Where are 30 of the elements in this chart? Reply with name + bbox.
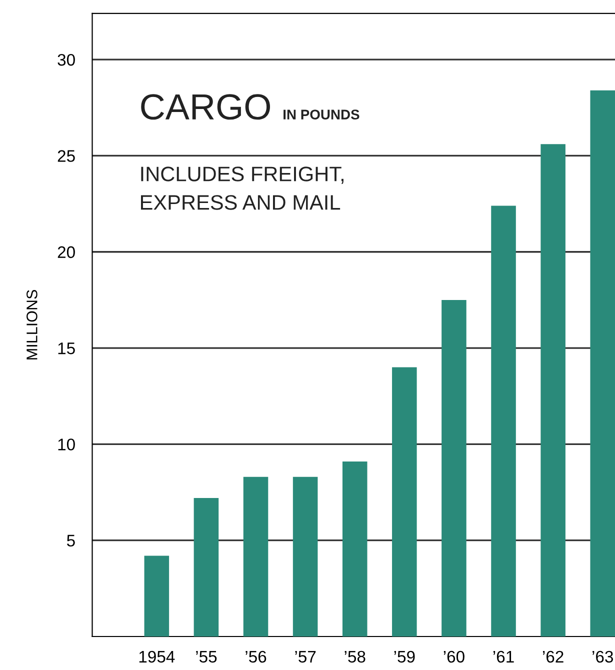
x-tick-label: ’57: [295, 651, 316, 663]
x-tick-label: ’56: [246, 650, 266, 663]
y-tick-label: 20: [58, 246, 75, 258]
y-tick-label: 30: [58, 54, 75, 66]
bar: [144, 556, 170, 636]
x-tick-label: ’58: [344, 650, 366, 663]
x-tick-label: ’61: [493, 650, 514, 663]
y-tick-label: 15: [58, 342, 75, 354]
x-tick-label: ’63: [592, 650, 613, 663]
text: CARGO: [141, 94, 270, 120]
x-tick-label: ’55: [196, 651, 217, 663]
bar: [540, 144, 566, 636]
y-tick-label: 10: [58, 438, 75, 450]
x-tick-label: 1954: [139, 650, 175, 663]
bar: [292, 476, 318, 636]
x-tick-label: ’60: [444, 650, 464, 663]
bar: [590, 90, 615, 636]
x-tick-label: ’59: [394, 650, 415, 663]
bar: [243, 476, 268, 636]
bar: [342, 461, 368, 636]
bar: [194, 498, 219, 636]
y-tick-label: 25: [58, 150, 75, 162]
bar: [392, 367, 417, 636]
bar: [491, 206, 516, 636]
x-tick-label: ’62: [542, 650, 564, 663]
annotation: INCLUDES FREIGHT, EXPRESS AND MAIL: [141, 166, 344, 210]
bar: [442, 300, 466, 636]
y-axis-title: MILLIONS: [26, 290, 38, 360]
y-tick-label: 5: [66, 534, 75, 547]
text: IN POUNDS: [284, 110, 360, 120]
